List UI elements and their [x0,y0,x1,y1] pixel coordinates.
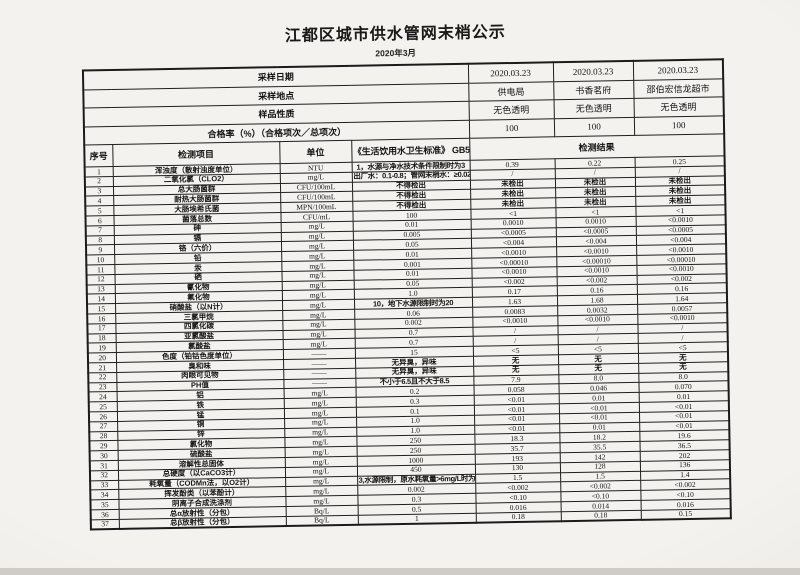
cell-no: 9 [85,244,115,256]
cell-no: 14 [86,293,116,305]
cell-no: 16 [87,313,116,324]
cell-no: 21 [88,362,117,373]
info-value-3: 邵伯宏信龙超市 [633,78,724,99]
cell-no: 20 [87,352,117,363]
cell-no: 15 [87,303,116,314]
header-item: 检测项目 [112,141,280,167]
cell-no: 29 [89,440,118,452]
sample-info-section: 采样日期 2020.03.23 2020.03.23 2020.03.23 采样地点 供电… [82,59,725,145]
cell-no: 30 [89,450,118,461]
cell-result-3: 0.15 [640,508,731,521]
info-value-3: 无色透明 [633,96,724,117]
header-no: 序号 [84,144,113,167]
cell-no: 18 [87,333,116,344]
cell-no: 11 [86,264,115,275]
info-value-2: 100 [553,116,635,137]
cell-no: 4 [85,195,114,207]
cell-no: 22 [88,372,117,383]
cell-no: 33 [90,479,119,491]
cell-no: 1 [84,166,113,177]
cell-item: 总β放射性（分包） [118,516,286,530]
cell-no: 3 [84,186,114,197]
cell-no: 2 [84,176,113,187]
cell-no: 5 [85,205,114,216]
cell-no: 24 [88,391,117,403]
cell-no: 35 [90,499,119,510]
water-quality-table: 采样日期 2020.03.23 2020.03.23 2020.03.23 采样地点 供电… [81,58,732,531]
info-value-1: 供电局 [468,81,554,102]
cell-no: 12 [86,274,115,285]
cell-no: 34 [90,489,119,501]
info-value-1: 2020.03.23 [467,62,554,83]
cell-no: 17 [87,323,116,334]
cell-no: 7 [85,225,114,236]
header-standard: 《生活饮用水卫生标准》 GB5749 [351,138,470,163]
cell-no: 31 [89,460,118,471]
cell-no: 28 [89,430,118,442]
info-value-3: 100 [633,115,725,136]
info-value-2: 2020.03.23 [552,60,634,82]
info-value-1: 100 [468,118,555,139]
info-value-3: 2020.03.23 [632,59,724,80]
cell-no: 27 [89,421,118,432]
cell-no: 25 [88,401,117,412]
cell-result-1: 0.18 [475,511,561,524]
info-value-2: 无色透明 [553,98,634,119]
cell-no: 6 [85,215,114,226]
cell-no: 36 [90,509,119,520]
cell-no: 19 [87,342,116,354]
cell-result-2: 0.18 [560,510,641,522]
cell-no: 13 [86,284,115,295]
info-value-2: 书香茗府 [553,79,634,100]
cell-no: 8 [85,235,114,246]
table-data-section: 1 浑浊度（散射浊度单位） NTU 1，水源与净水技术条件限制时为3 0.39 0.22 0… [84,155,731,530]
cell-no: 32 [89,470,119,481]
info-value-1: 无色透明 [468,99,554,120]
cell-no: 26 [88,411,118,422]
cell-no: 23 [88,381,117,393]
cell-unit: Bq/L [285,514,358,527]
header-unit: 单位 [279,140,352,164]
cell-no: 10 [86,254,115,265]
cell-standard: 1 [357,512,476,526]
cell-no: 37 [90,519,119,530]
